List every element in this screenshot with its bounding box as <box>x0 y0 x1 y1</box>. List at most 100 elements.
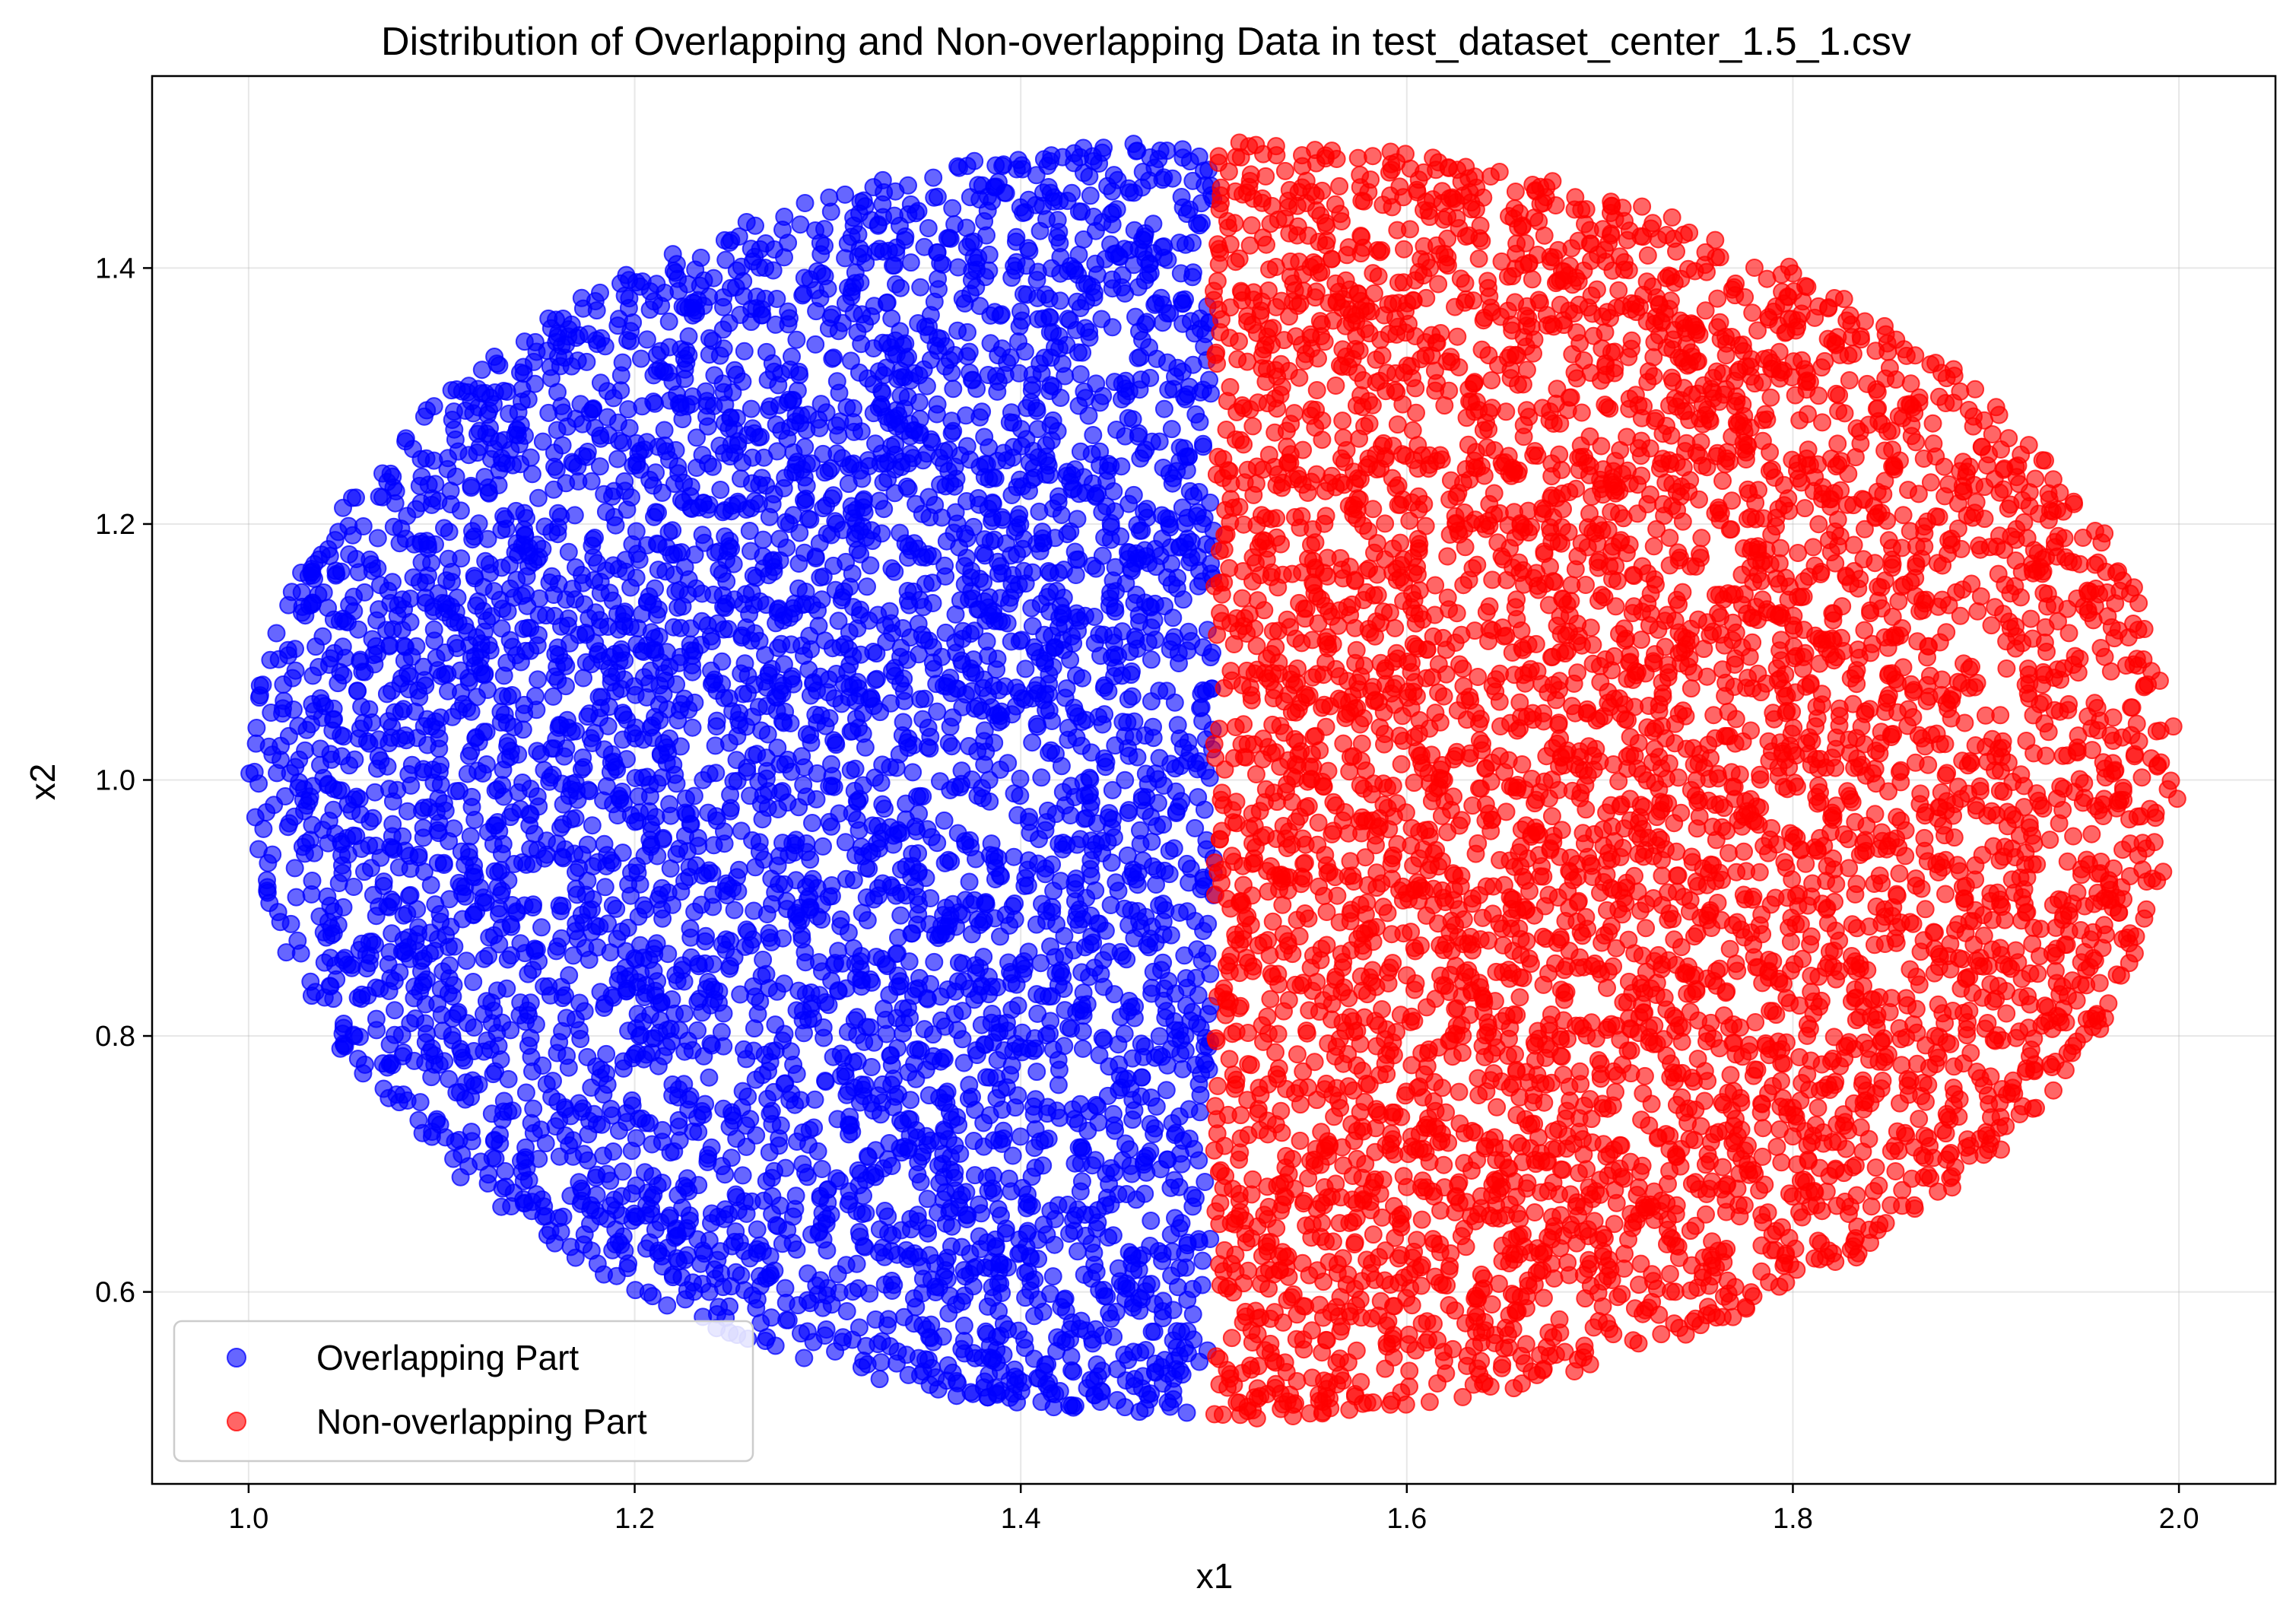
scatter-point <box>1031 221 1050 240</box>
scatter-point <box>984 1166 1003 1185</box>
scatter-point <box>1120 183 1139 202</box>
scatter-point <box>1166 1209 1184 1228</box>
scatter-point <box>478 611 497 630</box>
scatter-point <box>259 737 278 756</box>
scatter-point <box>627 456 646 475</box>
scatter-point <box>348 681 367 700</box>
scatter-point <box>1116 1134 1135 1153</box>
scatter-point <box>754 850 773 869</box>
scatter-point <box>1037 1026 1056 1045</box>
scatter-point <box>288 931 307 950</box>
scatter-point <box>405 989 424 1008</box>
scatter-point <box>700 288 719 307</box>
scatter-point <box>1109 1035 1128 1054</box>
scatter-point <box>836 1067 855 1086</box>
scatter-point <box>258 878 277 897</box>
scatter-point <box>1170 1346 1189 1365</box>
scatter-point <box>453 382 472 401</box>
scatter-point <box>853 904 872 923</box>
scatter-point <box>663 1266 682 1285</box>
scatter-point <box>1191 1085 1210 1104</box>
scatter-point <box>502 917 521 936</box>
scatter-point <box>571 1030 590 1048</box>
scatter-point <box>478 529 497 548</box>
scatter-point <box>767 1215 786 1234</box>
scatter-point <box>821 202 840 221</box>
scatter-point <box>962 681 981 700</box>
scatter-point <box>1128 516 1147 535</box>
scatter-point <box>740 522 759 540</box>
scatter-point <box>360 812 379 831</box>
scatter-point <box>891 972 910 991</box>
scatter-point <box>624 313 643 332</box>
scatter-point <box>1150 896 1169 915</box>
scatter-point <box>1193 638 1212 657</box>
scatter-point <box>332 726 351 745</box>
scatter-point <box>1019 812 1038 831</box>
scatter-point <box>1081 186 1100 205</box>
scatter-point <box>742 474 761 493</box>
scatter-point <box>983 1278 1002 1297</box>
scatter-point <box>980 245 999 264</box>
scatter-point <box>280 814 299 833</box>
scatter-point <box>1032 768 1051 787</box>
scatter-point <box>428 929 447 948</box>
scatter-point <box>808 1142 827 1161</box>
scatter-point <box>1030 502 1049 521</box>
scatter-point <box>602 1100 621 1118</box>
scatter-point <box>890 745 909 764</box>
scatter-point <box>627 635 646 654</box>
scatter-point <box>665 565 684 584</box>
scatter-point <box>1089 707 1108 726</box>
scatter-point <box>595 999 614 1017</box>
scatter-point <box>751 1276 770 1295</box>
scatter-point <box>1088 1201 1107 1220</box>
scatter-point <box>1002 268 1021 288</box>
scatter-point <box>776 469 795 488</box>
scatter-point <box>649 504 667 522</box>
scatter-point <box>647 275 666 294</box>
scatter-point <box>1069 621 1088 640</box>
scatter-point <box>1005 847 1024 866</box>
scatter-point <box>1115 899 1134 918</box>
scatter-point <box>409 845 428 864</box>
scatter-point <box>863 816 882 835</box>
scatter-point <box>1171 1031 1190 1050</box>
scatter-point <box>1023 733 1042 752</box>
scatter-point <box>326 566 345 585</box>
scatter-point <box>984 676 1003 695</box>
scatter-point <box>1158 303 1177 322</box>
scatter-point <box>796 984 815 1003</box>
scatter-point <box>726 1232 744 1251</box>
scatter-point <box>1140 1390 1159 1409</box>
scatter-point <box>924 1333 943 1352</box>
scatter-point <box>519 390 538 408</box>
scatter-point <box>979 187 997 206</box>
scatter-point <box>668 711 688 730</box>
scatter-point <box>648 774 667 793</box>
scatter-point <box>1014 284 1033 303</box>
scatter-point <box>588 938 607 957</box>
scatter-point <box>1011 1127 1030 1146</box>
scatter-point <box>1086 486 1105 505</box>
scatter-point <box>910 968 929 987</box>
scatter-point <box>765 1261 784 1280</box>
scatter-point <box>757 905 776 923</box>
scatter-point <box>438 599 457 618</box>
scatter-point <box>373 464 392 483</box>
scatter-point <box>486 816 505 835</box>
scatter-point <box>1177 996 1196 1015</box>
scatter-point <box>293 597 312 616</box>
scatter-point <box>861 556 880 575</box>
scatter-point <box>667 1249 686 1268</box>
scatter-point <box>733 1082 752 1101</box>
scatter-point <box>557 590 576 609</box>
scatter-point <box>1165 627 1184 646</box>
scatter-point <box>599 716 618 735</box>
scatter-point <box>643 1287 662 1306</box>
scatter-point <box>967 1041 986 1059</box>
scatter-point <box>998 354 1017 372</box>
scatter-point <box>1012 156 1031 175</box>
scatter-point <box>810 418 829 437</box>
scatter-point <box>1155 979 1174 998</box>
